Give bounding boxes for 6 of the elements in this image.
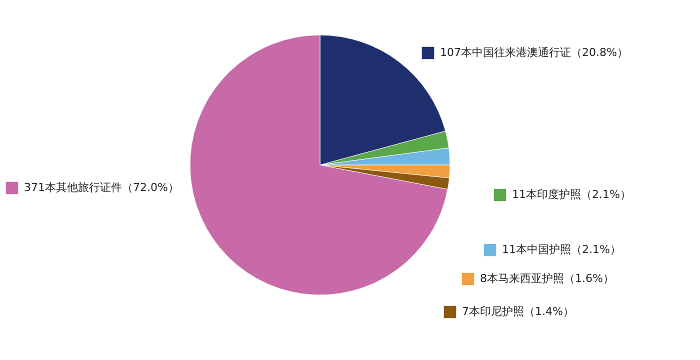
legend-label: 7本印尼护照（1.4%） bbox=[462, 305, 574, 318]
legend-label: 11本印度护照（2.1%） bbox=[512, 188, 631, 201]
legend-label: 8本马来西亚护照（1.6%） bbox=[480, 272, 614, 285]
legend-label: 107本中国往来港澳通行证（20.8%） bbox=[440, 46, 628, 59]
legend-label: 11本中国护照（2.1%） bbox=[502, 243, 621, 256]
legend-label: 371本其他旅行证件（72.0%） bbox=[24, 181, 179, 194]
